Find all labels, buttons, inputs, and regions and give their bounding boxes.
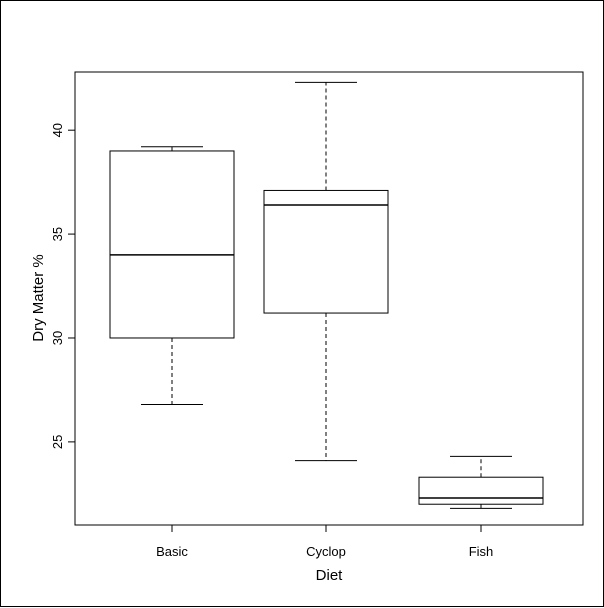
y-tick-label-40: 40 [50, 123, 65, 137]
x-axis-title: Diet [316, 567, 344, 584]
y-axis: 25 30 35 40 [50, 123, 75, 449]
box-group-cyclop [263, 81, 389, 462]
iqr-box [418, 476, 544, 505]
plot-area-border [74, 71, 584, 526]
boxes-layer [109, 81, 544, 509]
iqr-box [263, 189, 389, 314]
y-axis-title: Dry Matter % [30, 254, 47, 342]
iqr-box [109, 150, 235, 339]
box-group-fish [418, 455, 544, 509]
x-axis: Basic Cyclop Fish [156, 525, 493, 559]
y-tick-label-30: 30 [50, 331, 65, 345]
y-tick-label-25: 25 [50, 435, 65, 449]
x-tick-label-cyclop: Cyclop [306, 544, 346, 559]
x-tick-label-basic: Basic [156, 544, 188, 559]
box-group-basic [109, 146, 235, 405]
x-tick-label-fish: Fish [469, 544, 494, 559]
y-tick-label-35: 35 [50, 227, 65, 241]
